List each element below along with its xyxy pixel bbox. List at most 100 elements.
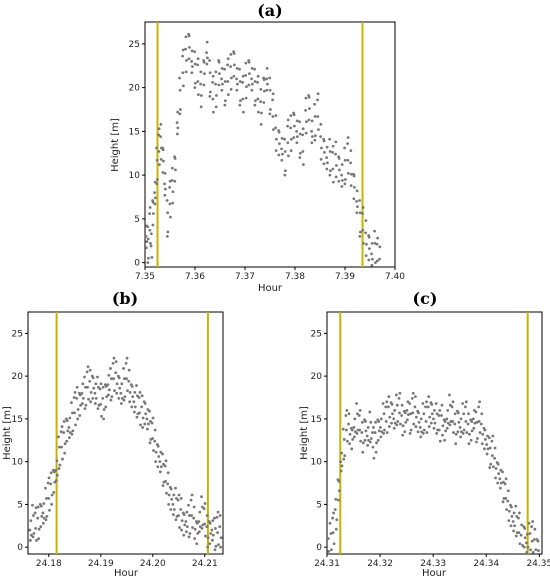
panel-b-data-point xyxy=(205,525,209,529)
panel-a-data-point xyxy=(196,80,200,83)
panel-a-data-point xyxy=(311,135,314,139)
panel-b-data-point xyxy=(180,528,184,532)
panel-a-data-point xyxy=(217,83,221,87)
panel-c-data-point xyxy=(385,431,389,434)
panel-b-data-point xyxy=(200,526,204,530)
panel-a-data-point xyxy=(325,167,329,171)
panel-a-data-point xyxy=(168,202,172,206)
panel-c-data-point xyxy=(521,544,524,547)
panel-a-data-point xyxy=(199,105,203,109)
panel-c-data-point xyxy=(390,402,394,406)
panel-a-data-point xyxy=(358,234,362,238)
panel-c-data-point xyxy=(536,539,540,543)
panel-c-data-point xyxy=(504,497,508,500)
panel-c-data-point xyxy=(533,527,537,531)
panel-c-data-point xyxy=(501,470,504,474)
panel-a-data-point xyxy=(211,80,214,84)
panel-a-data-point xyxy=(259,87,263,91)
panel-c-data-point xyxy=(441,433,444,437)
panel-b-data-point xyxy=(192,516,196,520)
panel-b-data-point xyxy=(219,545,223,549)
panel-a-data-point xyxy=(156,178,159,181)
panel-a-y-tick-label: 25 xyxy=(129,40,140,50)
panel-a-data-point xyxy=(212,110,215,114)
panel-a-data-point xyxy=(274,149,278,153)
panel-c-data-point xyxy=(498,477,502,481)
panel-b-data-point xyxy=(135,384,138,387)
panel-c-data-point xyxy=(334,527,338,531)
panel-c-data-point xyxy=(460,430,463,434)
panel-c-data-point xyxy=(510,505,513,509)
panel-a-data-point xyxy=(221,82,224,86)
panel-c-y-tick-label: 0 xyxy=(316,543,322,553)
panel-c-data-point xyxy=(430,402,434,406)
panel-c-data-point xyxy=(406,418,409,422)
panel-b-data-point xyxy=(125,356,129,360)
panel-a-data-point xyxy=(208,59,211,62)
panel-a-data-point xyxy=(262,101,266,104)
panel-b-data-point xyxy=(166,471,170,475)
panel-c-data-point xyxy=(397,396,401,400)
panel-b-data-point xyxy=(169,508,173,511)
panel-a-data-point xyxy=(148,212,151,216)
panel-b-data-point xyxy=(36,505,40,509)
panel-a-data-point xyxy=(206,56,209,60)
panel-a-data-point xyxy=(259,100,262,104)
panel-c-data-point xyxy=(421,402,425,405)
panel-a-data-point xyxy=(286,118,290,122)
panel-b-data-point xyxy=(130,384,134,388)
panel-a-data-point xyxy=(250,66,254,70)
panel-c-data-point xyxy=(434,402,438,405)
panel-c-data-point xyxy=(393,421,397,425)
panel-a-data-point xyxy=(260,111,263,115)
panel-c-data-point xyxy=(451,400,455,404)
panel-a-data-point xyxy=(343,158,347,162)
panel-c-data-point xyxy=(448,423,452,427)
panel-a-data-point xyxy=(256,97,260,101)
panel-a-data-point xyxy=(328,137,331,141)
panel-b-data-point xyxy=(179,508,183,511)
panel-b-data-point xyxy=(205,514,209,517)
panel-a-data-point xyxy=(295,129,298,133)
panel-c-data-point xyxy=(421,432,425,435)
panel-a-data-point xyxy=(153,180,157,184)
panel-a-data-point xyxy=(352,174,356,178)
panel-b-data-point xyxy=(138,390,142,394)
panel-a-data-point xyxy=(344,178,347,181)
panel-b-data-point xyxy=(183,523,187,527)
panel-b-y-tick-label: 15 xyxy=(12,415,23,425)
panel-a-data-point xyxy=(146,261,150,265)
panel-b-data-point xyxy=(112,377,115,381)
panel-a-y-tick-label: 15 xyxy=(129,127,140,137)
panel-c-data-point xyxy=(360,420,364,424)
panel-b-data-point xyxy=(41,511,45,515)
panel-a-data-point xyxy=(147,256,150,260)
panel-b-data-point xyxy=(83,375,86,379)
panel-a-data-point xyxy=(151,200,155,204)
panel-c-data-point xyxy=(348,432,352,436)
panel-a-data-point xyxy=(235,88,239,92)
panel-b-data-point xyxy=(213,516,216,520)
panel-c-data-point xyxy=(403,430,407,434)
panel-b-y-tick-label: 0 xyxy=(17,543,23,553)
panel-a-data-point xyxy=(301,150,305,153)
panel-a-data-point xyxy=(190,49,194,53)
panel-a-data-point xyxy=(304,108,307,112)
panel-c-data-point xyxy=(470,429,474,433)
panel-c-data-point xyxy=(472,408,476,412)
panel-b-data-point xyxy=(120,382,124,386)
panel-a-data-point xyxy=(250,88,254,92)
panel-a-data-point xyxy=(295,141,299,145)
panel-a-data-point xyxy=(265,66,269,70)
panel-a-data-point xyxy=(253,103,257,107)
panel-a-x-tick-label: 7.38 xyxy=(285,272,305,282)
panel-a-x-tick-label: 7.35 xyxy=(135,272,155,282)
panel-a-x-tick-label: 7.37 xyxy=(235,272,255,282)
panel-c-data-point xyxy=(433,421,437,425)
panel-c-data-point xyxy=(446,421,450,425)
panel-b-data-point xyxy=(111,361,115,365)
panel-a-data-point xyxy=(281,152,284,156)
panel-c-data-point xyxy=(441,424,445,428)
panel-a-data-point xyxy=(298,156,302,160)
panel-b: (b) 24.18 24.19 24.20 24.21 0 5 10 15 20 25 Hour… xyxy=(2,289,224,579)
